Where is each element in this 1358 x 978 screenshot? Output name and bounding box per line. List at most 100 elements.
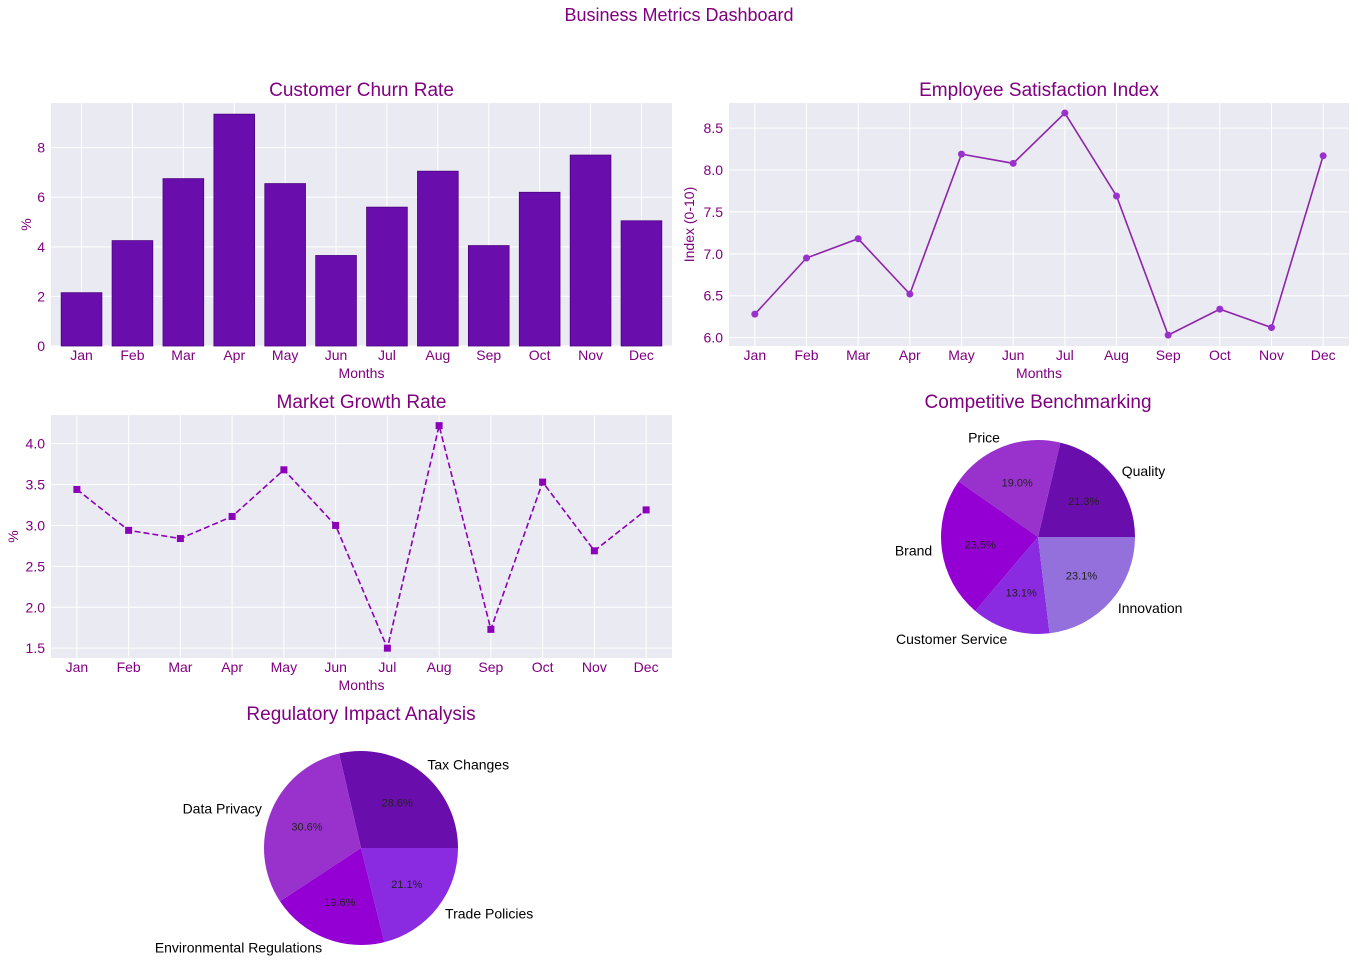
satisfaction-ytick-label: 6.5 <box>704 288 724 304</box>
churn-xlabel: Months <box>339 365 385 381</box>
benchmark-category-label: Innovation <box>1118 600 1183 616</box>
growth-point <box>176 535 184 543</box>
growth-point <box>73 485 81 493</box>
benchmark-category-label: Price <box>968 429 1000 445</box>
churn-xtick-label: Dec <box>629 347 654 363</box>
benchmark-chart: Competitive Benchmarking 21.3% Quality 19.0… <box>895 392 1183 647</box>
benchmark-pct-label: 13.1% <box>1006 588 1037 600</box>
churn-xtick-label: Apr <box>223 347 245 363</box>
growth-xtick-label: Feb <box>117 659 141 675</box>
churn-plot-area <box>51 103 672 346</box>
churn-xtick-label: Oct <box>529 347 551 363</box>
growth-ytick-label: 2.0 <box>26 599 46 615</box>
satisfaction-xlabel: Months <box>1016 365 1062 381</box>
growth-point <box>228 512 236 520</box>
satisfaction-xtick-label: May <box>948 347 974 363</box>
growth-xtick-label: Jul <box>378 659 396 675</box>
growth-point <box>539 478 547 486</box>
churn-bar <box>518 191 561 347</box>
regulatory-category-label: Tax Changes <box>427 756 509 772</box>
benchmark-slice <box>1038 537 1135 634</box>
churn-xtick-label: Jun <box>325 347 348 363</box>
churn-bar <box>620 220 663 347</box>
growth-ytick-label: 3.0 <box>26 517 46 533</box>
growth-xtick-label: Jun <box>324 659 347 675</box>
satisfaction-ytick-label: 8.0 <box>704 162 724 178</box>
churn-ytick-label: 4 <box>37 239 45 255</box>
satisfaction-point <box>1268 324 1275 332</box>
growth-ytick-label: 2.5 <box>26 558 46 574</box>
growth-xtick-label: Dec <box>634 659 659 675</box>
growth-point <box>332 521 340 529</box>
growth-series-line <box>76 425 647 651</box>
satisfaction-ytick-label: 8.5 <box>704 120 724 136</box>
churn-xtick-label: Feb <box>120 347 144 363</box>
regulatory-pct-label: 21.1% <box>391 879 422 891</box>
benchmark-title: Competitive Benchmarking <box>924 392 1151 413</box>
regulatory-pct-label: 30.6% <box>291 821 322 833</box>
satisfaction-ytick-label: 7.0 <box>704 246 724 262</box>
churn-bar <box>264 183 306 347</box>
satisfaction-xtick-label: Oct <box>1209 347 1231 363</box>
satisfaction-xtick-label: Jan <box>744 347 767 363</box>
satisfaction-point <box>1113 192 1120 200</box>
regulatory-chart: Regulatory Impact Analysis 28.6% Tax Chang… <box>155 704 533 955</box>
satisfaction-xtick-label: Dec <box>1311 347 1336 363</box>
satisfaction-ytick-label: 6.0 <box>704 330 724 346</box>
regulatory-slice <box>279 848 385 946</box>
churn-xtick-label: Jan <box>70 347 93 363</box>
satisfaction-xtick-label: Mar <box>846 347 870 363</box>
growth-point <box>642 506 650 514</box>
regulatory-category-label: Data Privacy <box>183 800 262 816</box>
benchmark-slice <box>958 440 1061 537</box>
benchmark-category-label: Customer Service <box>896 631 1007 647</box>
growth-xtick-label: Nov <box>582 659 607 675</box>
churn-bar <box>467 245 510 347</box>
growth-ytick-label: 4.0 <box>26 436 46 452</box>
churn-chart: Jan Feb Mar Apr May Jun Jul Aug Sep Oct Nov Dec 0 2 4 6… <box>18 80 672 381</box>
satisfaction-xtick-label: Jun <box>1002 347 1025 363</box>
benchmark-slice <box>975 537 1050 634</box>
benchmark-slice <box>1038 442 1135 537</box>
growth-point <box>125 526 133 534</box>
growth-point <box>383 644 391 652</box>
regulatory-pct-label: 28.6% <box>382 797 413 809</box>
churn-ytick-label: 0 <box>37 338 45 354</box>
churn-ytick-label: 6 <box>37 189 45 205</box>
satisfaction-point <box>1009 159 1017 167</box>
regulatory-slice <box>264 753 361 902</box>
benchmark-pct-label: 23.1% <box>1066 571 1097 583</box>
growth-ytick-label: 1.5 <box>26 640 46 656</box>
growth-xtick-label: Aug <box>427 659 452 675</box>
growth-xtick-label: May <box>271 659 297 675</box>
churn-ytick-label: 8 <box>37 140 45 156</box>
growth-xtick-label: Jan <box>66 659 89 675</box>
growth-ylabel: % <box>5 530 21 542</box>
regulatory-slice <box>361 848 458 943</box>
churn-ytick-label: 2 <box>37 288 45 304</box>
satisfaction-xtick-label: Jul <box>1056 347 1074 363</box>
churn-xtick-label: Sep <box>476 347 501 363</box>
churn-bar <box>315 255 357 347</box>
benchmark-pct-label: 21.3% <box>1068 496 1099 508</box>
benchmark-category-label: Brand <box>895 543 932 559</box>
growth-point <box>435 422 443 430</box>
satisfaction-xtick-label: Feb <box>794 347 818 363</box>
growth-xlabel: Months <box>339 677 385 693</box>
growth-xtick-label: Apr <box>221 659 243 675</box>
satisfaction-point <box>751 310 759 318</box>
satisfaction-point <box>854 235 862 243</box>
churn-xtick-label: May <box>272 347 298 363</box>
satisfaction-ytick-label: 7.5 <box>704 204 724 220</box>
satisfaction-xtick-label: Apr <box>899 347 921 363</box>
churn-xtick-label: Jul <box>378 347 396 363</box>
churn-bar <box>60 292 103 347</box>
satisfaction-point <box>906 290 914 298</box>
churn-title: Customer Churn Rate <box>269 80 454 101</box>
churn-bar <box>569 154 612 347</box>
churn-bar <box>417 170 459 347</box>
churn-bar <box>162 178 205 347</box>
growth-point <box>487 625 495 633</box>
growth-plot-area <box>51 415 672 658</box>
churn-bar <box>111 240 154 347</box>
